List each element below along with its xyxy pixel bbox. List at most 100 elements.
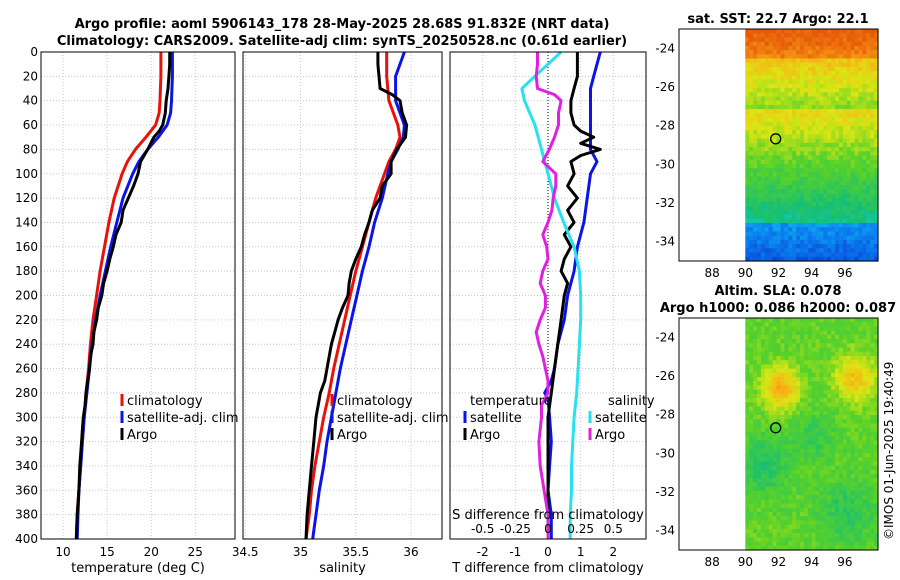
sla_map-cell [862,318,867,323]
sla_map-cell [757,427,762,433]
sla_map-cell [772,372,778,378]
sst_map-cell [749,168,754,173]
sst_map-cell [807,96,813,102]
sst_map-cell [772,218,778,224]
sst_map-cell [827,134,832,140]
sst_map-cell [850,75,856,81]
sla_map-cell [772,541,778,547]
sst_map-cell [827,142,832,148]
sla_map-cell [831,356,836,361]
sla_map-cell [839,385,844,391]
sst_map-cell [854,92,860,98]
sla_map-cell [854,368,860,374]
sst_map-cell [811,168,817,173]
sst_map-cell [854,176,860,182]
sla_map-cell [823,364,828,370]
sst_map-cell [792,130,797,135]
sst_map-cell [780,248,785,254]
sst_map-cell [776,151,781,157]
sla_map-cell [800,334,805,340]
sla_map-cell [792,419,797,424]
sla_map-cell [803,389,809,395]
temperature-x-tick-label: 15 [99,545,114,559]
sst_map-cell [858,41,863,47]
sla_map-cell [811,541,817,547]
sst_map-cell [757,45,762,51]
sla_map-cell [850,461,856,467]
sst_map-cell [866,206,871,211]
sst_map-cell [757,83,762,89]
sst_map-cell [753,168,758,173]
sla_map-cell [757,431,762,437]
sla_map-cell [835,503,840,509]
sla_map-cell [823,419,828,424]
sst_map-cell [784,88,789,93]
sla_map-cell [772,393,778,399]
sla_map-cell [796,423,801,429]
sla_map-cell [827,356,832,361]
sst_map-cell [819,75,824,81]
sst_map-cell [874,50,879,55]
sla_map-cell [807,326,813,332]
sst_map-cell [760,33,766,38]
sla_map-cell [772,482,778,488]
sst_map-cell [788,79,793,85]
sla_map-cell [835,423,840,429]
sst_map-cell [811,50,817,55]
sst_map-cell [776,62,781,68]
sst_map-cell [768,100,774,106]
sst_map-cell [757,117,762,123]
sst_map-cell [815,231,821,237]
sst_map-cell [803,244,809,249]
sst_map-cell [854,96,860,102]
sla_map-cell [846,490,852,496]
sst_map-cell [768,83,774,89]
sst_map-cell [800,62,805,68]
sla_map-cell [811,465,817,471]
sla_map-cell [815,499,821,505]
sla_map-cell [839,347,844,353]
sla_map-cell [850,533,856,538]
sst_map-cell [807,50,813,55]
sst_map-cell [757,71,762,76]
sst_map-cell [823,239,828,245]
sst_map-cell [854,239,860,245]
sst_map-cell [753,210,758,216]
sla_map-cell [760,528,766,534]
sla_map-cell [819,372,824,378]
sla_map-cell [835,368,840,374]
sla_map-cell [839,533,844,538]
sla_map-cell [784,385,789,391]
sst_map-cell [792,155,797,161]
sst_map-cell [768,54,774,60]
sla_map-cell [819,427,824,433]
sla_map-cell [831,410,836,416]
sst_map-cell [842,79,848,85]
sst_map-cell [788,29,793,34]
sst_map-cell [858,37,863,43]
sst_map-cell [788,223,793,228]
sla_map-cell [839,431,844,437]
sla_map-cell [831,512,836,517]
sla_map-cell [757,528,762,534]
sla_map-cell [827,499,832,505]
sst_map-cell [745,223,750,228]
sst_map-cell [792,252,797,258]
sst_map-cell [842,117,848,123]
sst_map-cell [866,45,871,51]
sst_map-cell [803,159,809,165]
sst_map-cell [772,54,778,60]
sla_map-cell [823,410,828,416]
sla_map-cell [870,419,875,424]
sla_map-cell [870,457,875,462]
sst_map-cell [807,164,813,169]
sla_map-cell [835,457,840,462]
sst_map-cell [776,134,781,140]
sla_map-cell [749,478,754,484]
sst_map-cell [803,109,809,114]
sla_map-cell [800,385,805,391]
sst_map-cell [850,37,856,43]
sla_map-cell [850,410,856,416]
sst_map-cell [815,130,821,135]
sla_map-cell [866,516,871,522]
